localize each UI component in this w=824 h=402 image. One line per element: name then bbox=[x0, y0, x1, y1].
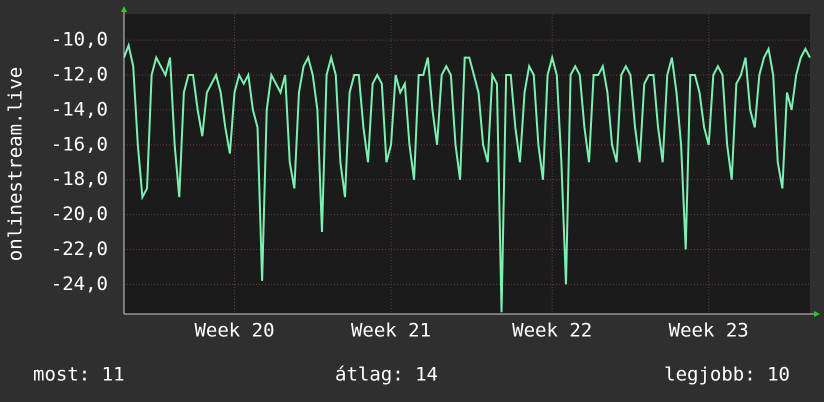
y-tick-label: -12,0 bbox=[51, 64, 108, 86]
y-tick-label: -10,0 bbox=[51, 29, 108, 51]
y-tick-label: -16,0 bbox=[51, 133, 108, 155]
y-axis-label: onlinestream.live bbox=[5, 67, 27, 261]
plot-area bbox=[124, 14, 810, 314]
x-tick-label: Week 23 bbox=[669, 320, 749, 342]
legend-best: legjobb: 10 bbox=[664, 364, 790, 386]
legend-current: most: 11 bbox=[33, 364, 125, 386]
x-tick-label: Week 20 bbox=[194, 320, 274, 342]
y-tick-label: -14,0 bbox=[51, 98, 108, 120]
legend-average: átlag: 14 bbox=[335, 364, 438, 386]
y-tick-label: -18,0 bbox=[51, 168, 108, 190]
x-tick-label: Week 21 bbox=[351, 320, 431, 342]
y-tick-label: -24,0 bbox=[51, 273, 108, 295]
y-tick-label: -22,0 bbox=[51, 238, 108, 260]
axis-arrow bbox=[814, 311, 820, 317]
y-tick-label: -20,0 bbox=[51, 203, 108, 225]
x-tick-label: Week 22 bbox=[512, 320, 592, 342]
data-line bbox=[123, 41, 811, 313]
axis-arrow bbox=[121, 6, 127, 12]
